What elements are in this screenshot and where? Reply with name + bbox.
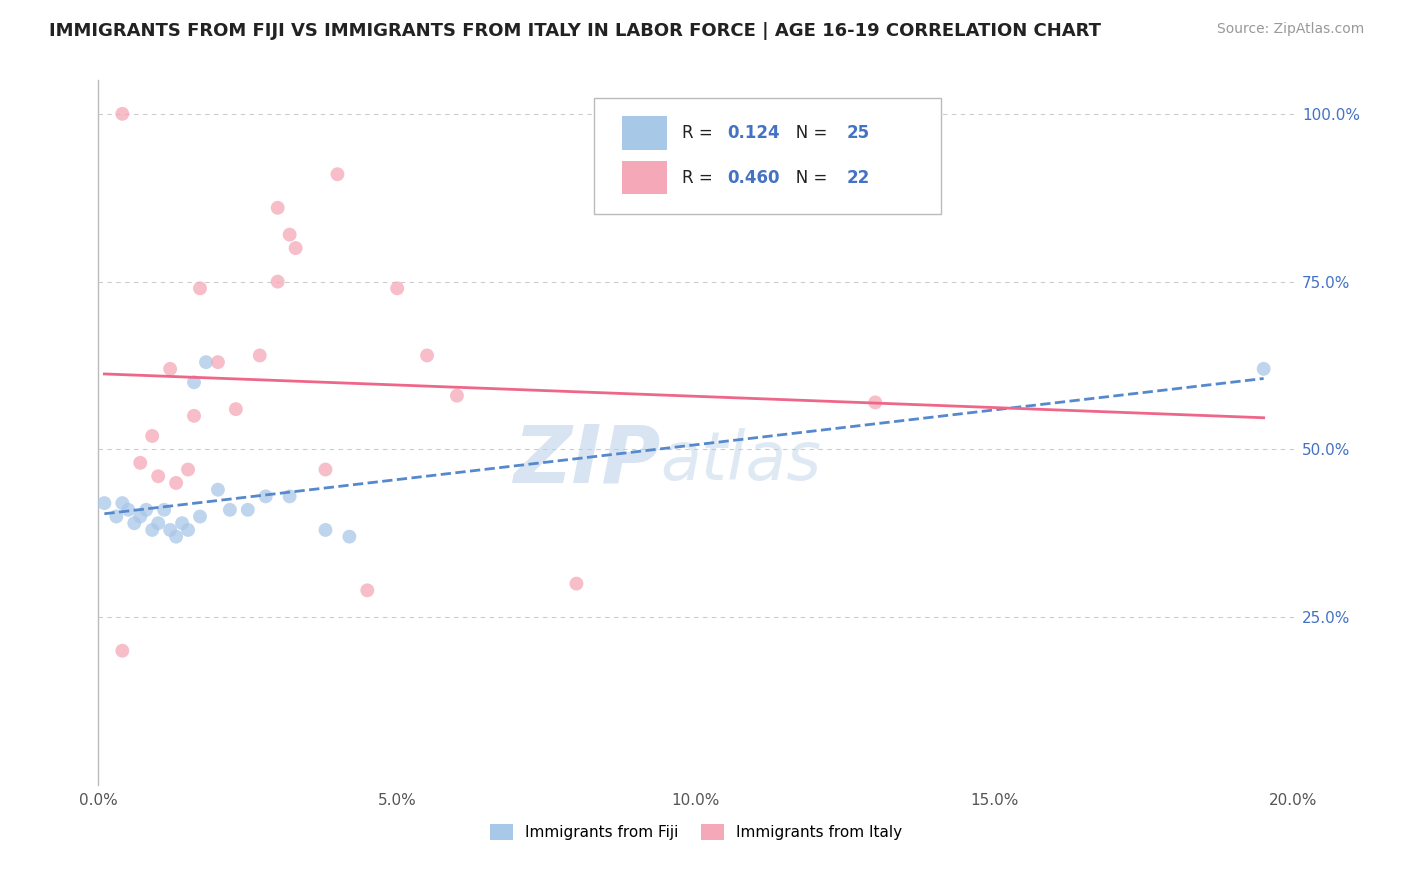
Text: Source: ZipAtlas.com: Source: ZipAtlas.com <box>1216 22 1364 37</box>
Point <box>141 429 163 443</box>
Point <box>153 503 176 517</box>
Text: R =: R = <box>682 124 717 142</box>
Point <box>117 503 139 517</box>
Point <box>207 355 229 369</box>
Point <box>177 523 200 537</box>
Point <box>177 462 200 476</box>
Text: 0.124: 0.124 <box>727 124 780 142</box>
Point <box>183 409 205 423</box>
FancyBboxPatch shape <box>595 98 941 214</box>
Point <box>183 376 205 390</box>
Point <box>141 523 163 537</box>
Point <box>129 456 152 470</box>
Point <box>93 496 115 510</box>
Legend: Immigrants from Fiji, Immigrants from Italy: Immigrants from Fiji, Immigrants from It… <box>482 816 910 847</box>
Point <box>135 503 157 517</box>
FancyBboxPatch shape <box>621 161 668 194</box>
Point <box>219 503 242 517</box>
Point <box>278 489 301 503</box>
FancyBboxPatch shape <box>621 116 668 150</box>
Point <box>165 475 187 490</box>
Point <box>356 583 378 598</box>
Point <box>188 509 211 524</box>
Point <box>249 348 271 362</box>
Text: N =: N = <box>779 124 832 142</box>
Point <box>129 509 152 524</box>
Point <box>111 644 134 658</box>
Text: ZIP: ZIP <box>513 422 661 500</box>
Point <box>1253 362 1275 376</box>
Text: atlas: atlas <box>661 428 821 494</box>
Text: 25: 25 <box>846 124 870 142</box>
Point <box>339 530 361 544</box>
Point <box>236 503 259 517</box>
Point <box>267 201 290 215</box>
Point <box>315 523 337 537</box>
Point <box>315 462 337 476</box>
Point <box>172 516 194 531</box>
Text: R =: R = <box>682 169 717 186</box>
Point <box>165 530 187 544</box>
Point <box>195 355 218 369</box>
Text: IMMIGRANTS FROM FIJI VS IMMIGRANTS FROM ITALY IN LABOR FORCE | AGE 16-19 CORRELA: IMMIGRANTS FROM FIJI VS IMMIGRANTS FROM … <box>49 22 1101 40</box>
Point <box>188 281 211 295</box>
Point <box>111 496 134 510</box>
Point <box>565 576 588 591</box>
Point <box>284 241 307 255</box>
Point <box>148 516 170 531</box>
Point <box>416 348 439 362</box>
Point <box>105 509 128 524</box>
Point <box>278 227 301 242</box>
Point <box>385 281 409 295</box>
Point <box>267 275 290 289</box>
Point <box>225 402 247 417</box>
Point <box>159 523 181 537</box>
Point <box>111 107 134 121</box>
Point <box>326 167 349 181</box>
Point <box>446 389 468 403</box>
Point <box>865 395 887 409</box>
Text: 0.460: 0.460 <box>727 169 779 186</box>
Point <box>254 489 277 503</box>
Point <box>148 469 170 483</box>
Point <box>159 362 181 376</box>
Text: N =: N = <box>779 169 832 186</box>
Text: 22: 22 <box>846 169 870 186</box>
Point <box>124 516 146 531</box>
Point <box>207 483 229 497</box>
